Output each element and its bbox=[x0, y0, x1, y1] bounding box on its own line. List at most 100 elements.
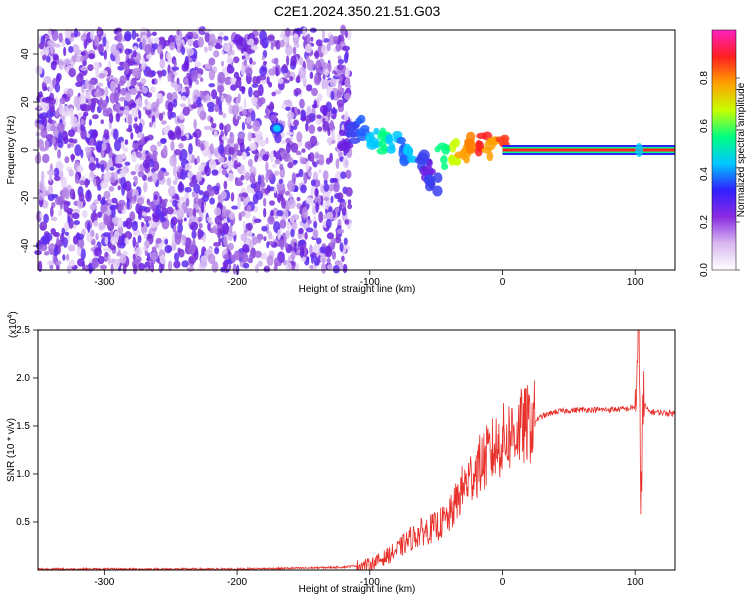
noise-speck bbox=[285, 106, 291, 111]
noise-speck bbox=[159, 254, 166, 265]
noise-speck bbox=[101, 142, 107, 151]
noise-speck bbox=[55, 260, 62, 266]
noise-speck bbox=[296, 131, 303, 143]
noise-speck bbox=[211, 169, 219, 176]
noise-speck bbox=[315, 39, 323, 47]
noise-speck bbox=[254, 130, 263, 138]
noise-speck bbox=[307, 170, 312, 178]
noise-speck bbox=[203, 125, 212, 130]
noise-speck bbox=[47, 118, 53, 124]
noise-speck bbox=[126, 73, 130, 81]
spectrogram-y-tick-label: 0 bbox=[20, 147, 31, 153]
noise-speck bbox=[131, 151, 137, 163]
noise-speck bbox=[292, 46, 297, 55]
noise-speck bbox=[141, 57, 145, 68]
noise-speck bbox=[96, 175, 100, 188]
noise-speck bbox=[143, 215, 152, 222]
noise-speck bbox=[207, 222, 211, 231]
noise-speck bbox=[271, 91, 276, 97]
noise-speck bbox=[80, 34, 86, 42]
snr-x-tick-label: 0 bbox=[500, 577, 506, 588]
noise-speck bbox=[242, 243, 250, 253]
noise-speck bbox=[288, 198, 296, 209]
noise-speck bbox=[39, 244, 48, 252]
noise-speck bbox=[142, 211, 147, 217]
noise-speck bbox=[114, 154, 123, 166]
noise-speck bbox=[61, 105, 70, 117]
noise-speck bbox=[84, 79, 90, 90]
spectrogram-x-tick-label: -200 bbox=[227, 277, 247, 288]
noise-speck bbox=[294, 186, 299, 192]
spectrogram-x-ticks: -300 -200 -100 0 100 bbox=[94, 270, 644, 288]
noise-speck bbox=[161, 120, 167, 125]
noise-speck bbox=[230, 192, 235, 202]
noise-speck bbox=[150, 70, 156, 77]
noise-speck bbox=[209, 116, 214, 124]
noise-speck bbox=[333, 181, 340, 193]
colorbar-tick-label: 0.0 bbox=[699, 263, 710, 277]
noise-speck bbox=[64, 188, 70, 200]
noise-speck bbox=[57, 195, 65, 205]
noise-speck bbox=[194, 61, 202, 68]
noise-speck bbox=[257, 174, 262, 186]
noise-speck bbox=[47, 169, 55, 176]
snr-frame bbox=[37, 329, 676, 571]
noise-speck bbox=[151, 31, 157, 36]
noise-speck bbox=[61, 227, 66, 235]
noise-speck bbox=[223, 42, 231, 52]
noise-speck bbox=[85, 90, 92, 100]
noise-speck bbox=[213, 130, 218, 138]
noise-speck bbox=[257, 260, 263, 267]
noise-speck bbox=[243, 210, 251, 219]
noise-speck bbox=[312, 206, 317, 215]
signal-blob bbox=[348, 137, 361, 144]
noise-speck bbox=[330, 108, 338, 115]
noise-speck bbox=[137, 96, 142, 107]
noise-speck bbox=[262, 154, 269, 162]
noise-speck bbox=[188, 244, 196, 255]
noise-speck bbox=[168, 185, 176, 197]
noise-speck bbox=[143, 231, 148, 239]
noise-speck bbox=[198, 207, 202, 217]
noise-speck bbox=[58, 58, 65, 71]
noise-speck bbox=[194, 94, 198, 100]
noise-speck bbox=[270, 114, 277, 122]
noise-speck bbox=[129, 60, 135, 66]
noise-speck bbox=[49, 206, 54, 218]
noise-speck bbox=[93, 61, 100, 71]
spectrogram-x-tick-label: -300 bbox=[94, 277, 114, 288]
noise-speck bbox=[290, 228, 295, 238]
noise-speck bbox=[134, 125, 140, 134]
noise-speck bbox=[328, 183, 336, 192]
noise-speck bbox=[120, 141, 125, 150]
noise-speck bbox=[76, 237, 85, 250]
noise-speck bbox=[124, 237, 130, 245]
snr-y-tick-label: 0.5 bbox=[16, 517, 30, 528]
signal-blob bbox=[498, 136, 506, 148]
colorbar-tick-label: 0.8 bbox=[699, 71, 710, 85]
noise-speck bbox=[126, 197, 130, 210]
noise-speck bbox=[124, 180, 132, 192]
noise-speck bbox=[187, 35, 192, 40]
noise-speck bbox=[315, 187, 319, 198]
noise-speck bbox=[64, 221, 70, 232]
noise-speck bbox=[178, 181, 183, 192]
noise-speck bbox=[211, 89, 218, 100]
noise-speck bbox=[266, 76, 270, 85]
noise-speck bbox=[152, 160, 160, 172]
noise-speck bbox=[119, 253, 127, 264]
noise-speck bbox=[181, 63, 189, 72]
noise-speck bbox=[237, 197, 241, 210]
noise-speck bbox=[51, 29, 59, 41]
noise-speck bbox=[293, 37, 299, 42]
noise-speck bbox=[314, 50, 320, 60]
noise-speck bbox=[151, 171, 158, 184]
signal-blob bbox=[426, 159, 433, 167]
noise-speck bbox=[48, 101, 55, 111]
signal-blob bbox=[338, 129, 346, 137]
noise-speck bbox=[308, 166, 313, 171]
noise-speck bbox=[337, 58, 345, 65]
noise-speck bbox=[319, 254, 327, 264]
